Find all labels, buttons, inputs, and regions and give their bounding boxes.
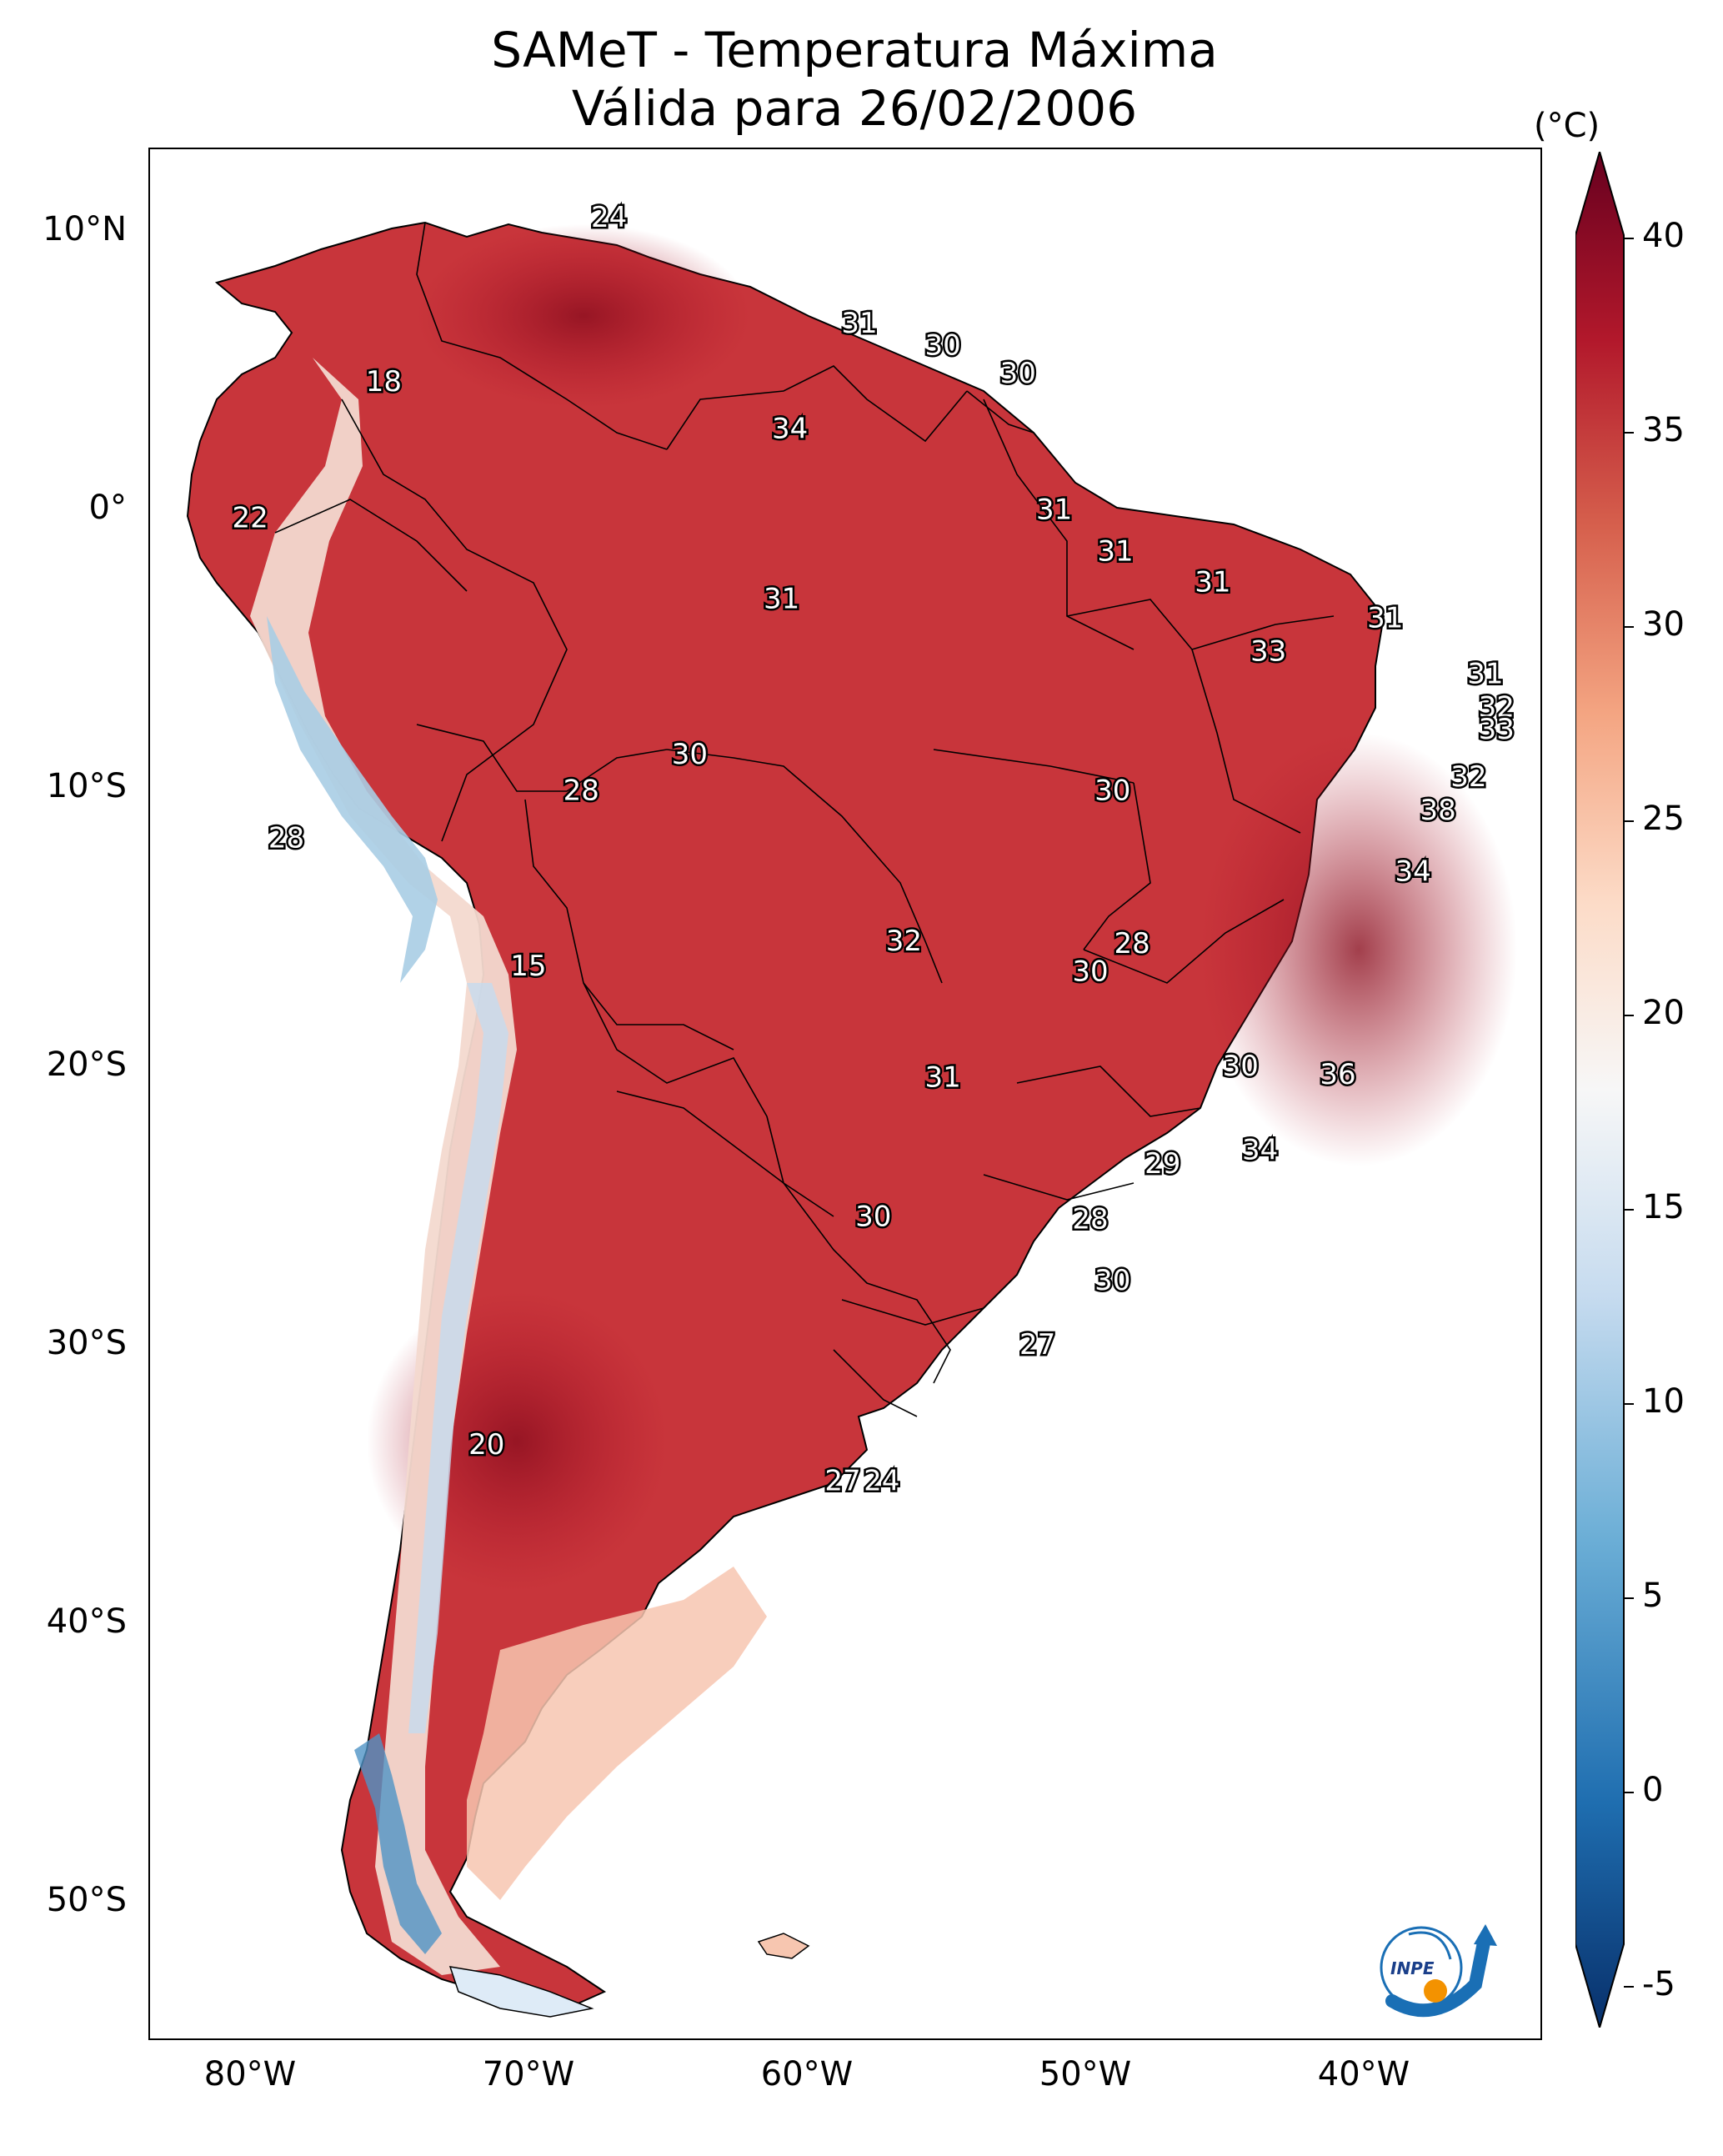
contour-label: 34 (1395, 855, 1431, 888)
colorbar-tick-minus-5: -5 (1642, 1965, 1675, 2003)
colorbar-tick-0: 0 (1642, 1771, 1664, 1809)
contour-label: 32 (1450, 760, 1486, 794)
contour-label: 24 (864, 1465, 899, 1498)
contour-label: 31 (1367, 602, 1403, 635)
lon-label-40w: 40°W (1317, 2055, 1410, 2093)
contour-label: 34 (1242, 1133, 1278, 1166)
contour-label: 31 (1036, 493, 1072, 526)
colorbar-tick-25: 25 (1642, 800, 1685, 838)
tierra-del-fuego (448, 1966, 594, 2018)
contour-label: 31 (925, 1060, 961, 1094)
lat-label-50s: 50°S (46, 1881, 127, 1919)
lon-label-80w: 80°W (203, 2055, 297, 2093)
contour-label: 30 (1094, 775, 1130, 808)
colorbar-unit-label: (°C) (1534, 107, 1600, 145)
contour-label: 28 (563, 775, 599, 808)
contour-label: 31 (1097, 535, 1133, 569)
contour-label: 30 (1000, 357, 1036, 390)
contour-label: 31 (764, 582, 799, 615)
heat-core-venezuela (417, 224, 750, 408)
colorbar-tick-40: 40 (1642, 217, 1685, 255)
lat-label-0: 0° (88, 489, 127, 527)
colorbar-tick-30: 30 (1642, 605, 1685, 644)
patagonia-plain (467, 1567, 767, 1900)
contour-label: 24 (591, 201, 627, 234)
contour-label: 30 (855, 1200, 891, 1233)
lat-label-10s: 10°S (46, 767, 127, 805)
contour-label: 38 (1420, 794, 1456, 827)
contour-label: 28 (268, 821, 304, 855)
contour-label: 20 (468, 1428, 504, 1462)
colorbar-tick-35: 35 (1642, 411, 1685, 449)
contour-label: 15 (510, 950, 546, 983)
contour-label: 34 (772, 413, 808, 446)
inpe-logo: INPE (1380, 1924, 1497, 2018)
contour-label: 30 (925, 329, 961, 363)
colorbar-tick-20: 20 (1642, 994, 1685, 1032)
contour-label: 29 (1144, 1147, 1180, 1181)
colorbar (1575, 152, 1625, 2028)
south-america-landmass (186, 221, 1385, 2010)
colorbar-tick-15: 15 (1642, 1188, 1685, 1226)
map-subtitle: Válida para 26/02/2006 (571, 80, 1138, 137)
contour-label: 30 (1072, 955, 1108, 989)
lat-label-40s: 40°S (46, 1602, 127, 1641)
contour-label: 32 (1479, 690, 1515, 724)
contour-label: 31 (1467, 657, 1503, 690)
country-borders (274, 222, 1335, 1417)
contour-label: 22 (233, 501, 268, 534)
contour-label: 31 (1195, 565, 1230, 599)
contour-label: 32 (886, 925, 922, 958)
patagonia-cold-core (354, 1733, 442, 1954)
contour-label: 18 (366, 365, 402, 399)
contour-label: 31 (841, 307, 877, 340)
contour-label: 27 (824, 1465, 860, 1498)
lon-label-60w: 60°W (760, 2055, 854, 2093)
heat-core-northeast (1200, 733, 1517, 1166)
colorbar-tick-10: 10 (1642, 1382, 1685, 1421)
andes-cold-core (267, 616, 438, 983)
contour-label: 30 (1223, 1050, 1259, 1083)
contour-label: 33 (1250, 635, 1286, 669)
contour-label: 36 (1320, 1058, 1355, 1091)
contour-label: 28 (1072, 1203, 1108, 1236)
contour-label: 27 (1019, 1328, 1055, 1361)
map-title: SAMeT - Temperatura Máxima (491, 22, 1218, 78)
colorbar-tick-5: 5 (1642, 1577, 1664, 1615)
lat-label-20s: 20°S (46, 1045, 127, 1084)
andes-cool-band (250, 358, 517, 1975)
contour-label: 30 (672, 738, 708, 771)
southern-andes-cool (408, 983, 508, 1733)
contour-label: 33 (1479, 713, 1515, 746)
map-panel[interactable]: 24 31 30 30 18 34 31 22 31 31 31 31 33 31 32 33 30 32 28 30… (148, 148, 1542, 2040)
inpe-logo-text: INPE (1390, 1958, 1435, 1978)
contour-label: 30 (1094, 1264, 1130, 1297)
falkland-islands (757, 1933, 810, 1959)
lon-label-50w: 50°W (1039, 2055, 1132, 2093)
lat-label-10n: 10°N (43, 210, 127, 248)
lat-label-30s: 30°S (46, 1324, 127, 1362)
lon-label-70w: 70°W (482, 2055, 575, 2093)
contour-label: 28 (1114, 927, 1150, 960)
